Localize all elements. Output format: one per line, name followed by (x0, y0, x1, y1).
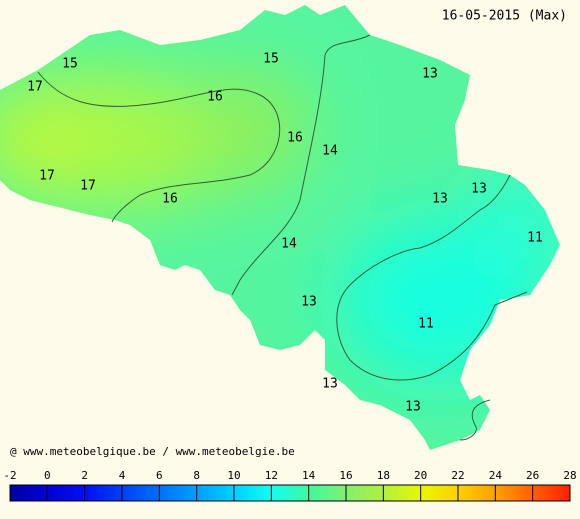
contour-label: 13 (471, 182, 487, 197)
contour-label: 13 (422, 67, 438, 82)
tick-label: 20 (414, 469, 427, 482)
tick-label: 16 (339, 469, 352, 482)
tick-label: 24 (489, 469, 503, 482)
contour-label: 16 (162, 192, 178, 207)
tick-label: 18 (377, 469, 390, 482)
contour-label: 17 (80, 179, 96, 194)
contour-label: 13 (301, 295, 317, 310)
contour-label: 17 (27, 80, 43, 95)
tick-label: -2 (3, 469, 16, 482)
contour-label: 16 (287, 131, 303, 146)
contour-labels: 15 17 16 15 13 16 14 17 17 16 13 13 11 14 13 11 13 13 (27, 52, 543, 415)
tick-label: 8 (193, 469, 200, 482)
tick-label: 12 (265, 469, 278, 482)
tick-label: 14 (302, 469, 316, 482)
contour-label: 13 (322, 377, 338, 392)
tick-label: 0 (44, 469, 51, 482)
legend: -2 0 2 4 6 8 10 12 14 16 18 20 22 24 26 28 (3, 469, 577, 501)
contour-label: 16 (207, 90, 223, 105)
contour-label: 11 (527, 231, 543, 246)
contour-label: 14 (322, 144, 338, 159)
attribution: @ www.meteobelgique.be / www.meteobelgie… (10, 445, 295, 458)
title: 16-05-2015 (Max) (442, 9, 567, 24)
contour-label: 13 (405, 400, 421, 415)
tick-label: 22 (451, 469, 464, 482)
tick-label: 10 (227, 469, 240, 482)
tick-label: 6 (156, 469, 163, 482)
tick-label: 2 (81, 469, 88, 482)
contour-label: 13 (432, 192, 448, 207)
contour-label: 17 (39, 169, 55, 184)
colorbar (9, 484, 571, 502)
tick-label: 4 (119, 469, 126, 482)
contour-label: 15 (263, 52, 279, 67)
contour-label: 11 (418, 317, 434, 332)
tick-label: 26 (526, 469, 539, 482)
tick-label: 28 (563, 469, 576, 482)
contour-label: 15 (62, 57, 78, 72)
contour-label: 14 (281, 237, 297, 252)
isotherms (37, 34, 528, 441)
belgium-map (0, 5, 560, 450)
